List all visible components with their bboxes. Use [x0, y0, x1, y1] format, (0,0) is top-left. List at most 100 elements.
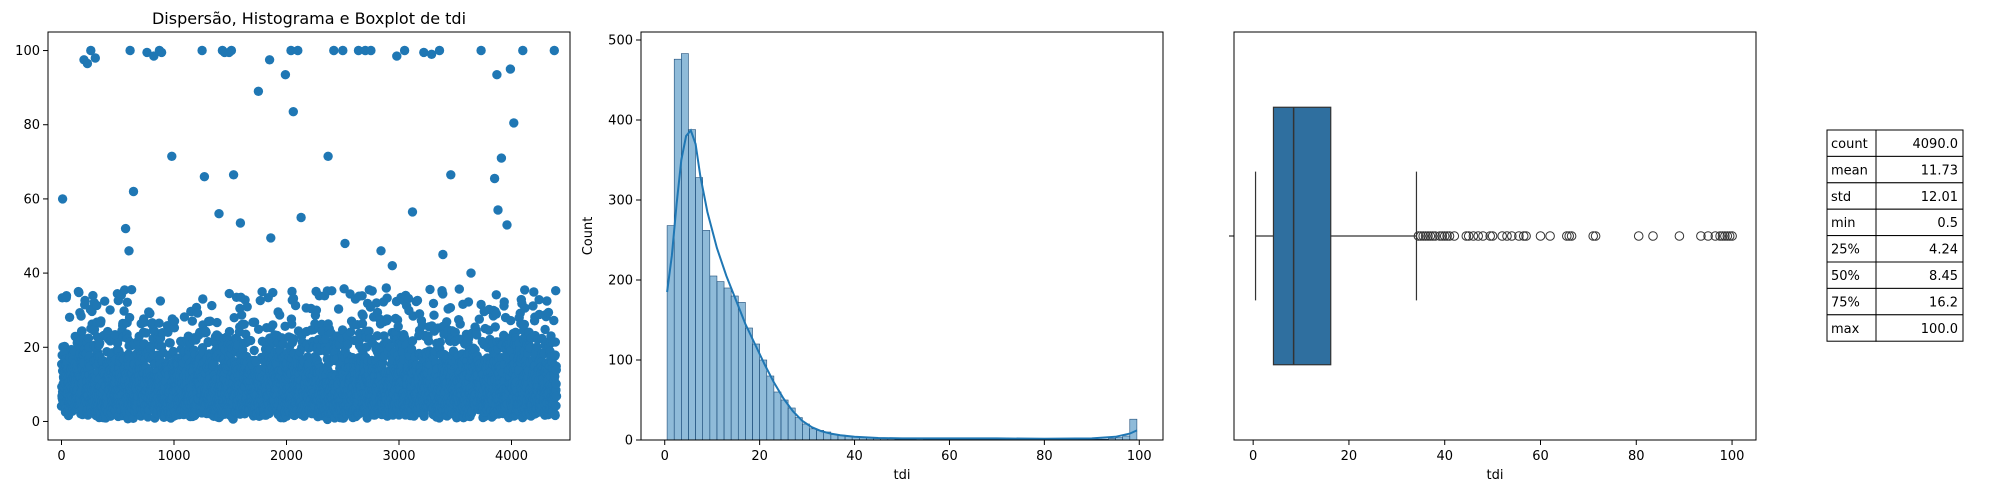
boxplot-axes: 0 20 40 60 80 100: [1229, 235, 1744, 464]
boxplot-outlier: [1497, 231, 1507, 241]
scatter-point: [119, 306, 129, 316]
scatter-point: [407, 207, 418, 217]
histogram-bar: [802, 423, 810, 441]
boxplot-outlier: [1648, 231, 1658, 241]
scatter-point: [122, 297, 132, 307]
histogram-xtick-label: 0: [661, 449, 669, 464]
scatter-point: [57, 194, 68, 204]
scatter-point: [275, 310, 285, 320]
stats-table: count 4090.0 mean 11.73 std 12.01 min 0.5 25% 4.2…: [1826, 129, 1964, 342]
boxplot-outlier: [1487, 231, 1498, 241]
scatter-point: [83, 333, 94, 343]
scatter-point: [428, 298, 439, 309]
scatter-point: [387, 261, 397, 271]
scatter-point: [199, 172, 210, 182]
scatter-points: [56, 45, 562, 425]
scatter-point: [327, 286, 337, 296]
scatter-xtick-label: 1000: [157, 449, 190, 464]
boxplot-outlier: [1449, 231, 1460, 241]
scatter-point: [64, 312, 75, 322]
scatter-point: [207, 300, 217, 311]
scatter-point: [228, 170, 239, 180]
scatter-point: [73, 286, 84, 297]
boxplot-outlier: [1514, 231, 1524, 241]
scatter-point: [393, 321, 403, 332]
scatter-point: [489, 173, 500, 184]
boxplot-outlier: [1430, 231, 1440, 241]
scatter-xtick-label: 0: [57, 449, 65, 464]
scatter-point: [493, 205, 503, 215]
scatter-point: [179, 312, 190, 322]
scatter-point: [103, 326, 113, 337]
histogram-bars: [666, 53, 1138, 441]
boxplot-outlier: [1566, 231, 1577, 241]
scatter-ytick-label: 40: [23, 267, 40, 282]
scatter-point: [201, 327, 211, 338]
scatter-title: Dispersão, Histograma e Boxplot de tdi: [152, 9, 466, 28]
scatter-point: [371, 298, 382, 308]
histogram-xtick-label: 40: [846, 449, 863, 464]
boxplot-xlabel: tdi: [1487, 468, 1504, 483]
scatter-point: [212, 317, 222, 328]
stats-table-value-cell: [1875, 287, 1964, 316]
scatter-point: [476, 45, 486, 56]
boxplot-plot-area: [1254, 106, 1737, 366]
stats-table-value: 16.2: [1929, 295, 1958, 310]
scatter-point: [446, 170, 456, 180]
scatter-point: [550, 350, 560, 360]
scatter-point: [268, 320, 278, 330]
stats-table-label: 75%: [1831, 295, 1860, 310]
scatter-point: [407, 336, 418, 346]
scatter-point: [509, 118, 519, 128]
scatter-point: [242, 302, 252, 312]
scatter-point: [551, 401, 561, 411]
scatter-point: [476, 299, 486, 310]
scatter-point: [112, 338, 123, 348]
histogram-ylabel: Count: [581, 217, 596, 256]
scatter-point: [392, 51, 402, 61]
scatter-ytick-label: 20: [23, 341, 40, 356]
histogram-xtick-label: 100: [1127, 449, 1152, 464]
scatter-point: [540, 324, 550, 335]
boxplot-outlier: [1727, 231, 1737, 241]
boxplot-outlier: [1710, 231, 1721, 241]
scatter-point: [169, 323, 180, 333]
scatter-point: [358, 311, 368, 321]
boxplot-outlier: [1427, 231, 1438, 241]
scatter-point: [169, 316, 180, 326]
histogram-plot-area: [666, 53, 1138, 441]
boxplot-outlier: [1413, 231, 1424, 241]
boxplot-outlier: [1715, 231, 1725, 241]
scatter-xtick-label: 3000: [382, 449, 415, 464]
histogram-bar: [745, 327, 753, 441]
histogram-bar: [702, 230, 711, 441]
scatter-point: [76, 311, 86, 321]
scatter-point: [366, 45, 376, 56]
scatter-point: [288, 334, 299, 344]
scatter-point: [491, 290, 501, 300]
histogram-bar: [752, 343, 760, 441]
scatter-xtick-label: 4000: [495, 449, 528, 464]
scatter-point: [534, 295, 544, 305]
scatter-point: [343, 339, 353, 350]
scatter-point: [466, 268, 476, 278]
scatter-point: [257, 287, 267, 297]
histogram-bar: [695, 177, 703, 441]
scatter-point: [551, 286, 561, 296]
stats-table-value-cell: [1875, 155, 1964, 184]
scatter-point: [224, 326, 235, 337]
scatter-point: [286, 45, 296, 56]
scatter-point: [550, 410, 560, 421]
scatter-point: [280, 70, 291, 80]
scatter-point: [96, 316, 106, 326]
scatter-point: [95, 338, 105, 348]
scatter-point: [168, 346, 178, 357]
scatter-point: [290, 300, 301, 311]
scatter-point: [549, 45, 559, 56]
scatter-point: [435, 337, 445, 347]
scatter-point: [357, 291, 367, 301]
boxplot-outlier: [1518, 231, 1529, 241]
scatter-point: [192, 308, 203, 318]
stats-table-value: 8.45: [1929, 269, 1958, 284]
